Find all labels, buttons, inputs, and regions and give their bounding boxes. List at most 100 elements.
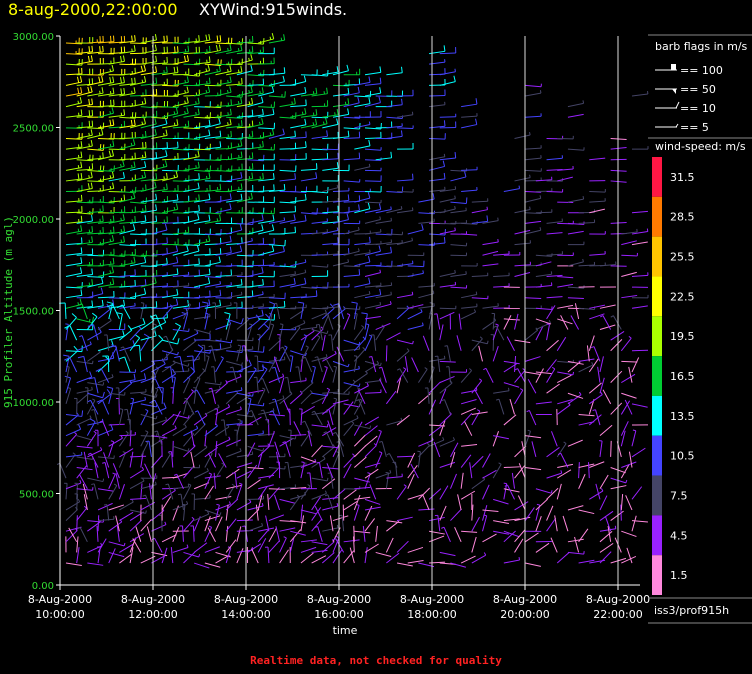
wind-barb-half-feather — [452, 437, 455, 441]
wind-barb-half-feather — [237, 344, 241, 347]
wind-barb-half-feather — [400, 417, 403, 421]
wind-barb — [279, 537, 287, 553]
wind-barb — [364, 360, 381, 367]
wind-barb-feather — [143, 373, 147, 380]
speed-legend-label: 19.5 — [670, 330, 695, 343]
wind-barb-half-feather — [241, 362, 243, 366]
wind-barb — [343, 116, 360, 119]
wind-barb — [76, 515, 78, 532]
wind-barb — [268, 306, 285, 309]
wind-barb — [170, 366, 174, 383]
wind-barb — [290, 146, 307, 150]
wind-barb — [204, 406, 220, 415]
wind-barb-half-feather — [421, 322, 424, 326]
wind-barb-half-feather — [100, 542, 103, 546]
wind-barb-feather — [314, 118, 318, 125]
wind-barb — [204, 382, 221, 386]
wind-barb — [226, 274, 243, 277]
wind-barb — [130, 233, 147, 236]
wind-barb — [525, 371, 542, 376]
wind-barb-half-feather — [351, 421, 355, 424]
wind-barb — [343, 463, 352, 479]
wind-barb — [321, 334, 326, 351]
wind-barb-feather — [304, 108, 307, 115]
wind-barb — [247, 159, 264, 162]
wind-barb — [300, 432, 311, 447]
wind-barb-feather — [177, 141, 179, 148]
speed-legend-bins: 31.528.525.522.519.516.513.510.57.54.51.… — [652, 157, 695, 595]
wind-barb — [546, 359, 557, 373]
wind-barb — [460, 454, 472, 468]
wind-barb — [631, 430, 637, 447]
wind-barb — [290, 199, 307, 203]
wind-barb — [172, 445, 189, 452]
wind-barb-feather — [241, 77, 243, 85]
wind-barb — [215, 49, 232, 55]
wind-barb — [204, 233, 221, 236]
wind-barb — [300, 515, 305, 532]
wind-barb-half-feather — [237, 101, 240, 105]
wind-barb — [311, 265, 328, 268]
wind-barb-half-feather — [259, 90, 261, 94]
wind-barb — [343, 339, 360, 346]
wind-barb — [353, 421, 363, 436]
wind-barb — [436, 313, 441, 330]
wind-barb — [556, 404, 571, 415]
wind-barb — [588, 358, 599, 373]
wind-barb-feather — [90, 86, 93, 93]
wind-barb — [268, 244, 285, 247]
wind-barb — [121, 304, 131, 320]
wind-barb — [567, 439, 583, 447]
wind-barb — [620, 504, 622, 521]
wind-barb — [364, 285, 381, 288]
wind-barb — [282, 346, 291, 362]
speed-legend-label: 25.5 — [670, 251, 695, 264]
wind-barb-feather — [112, 182, 115, 189]
wind-barb — [290, 92, 307, 97]
wind-barb-feather — [63, 354, 70, 357]
wind-barb — [620, 493, 624, 511]
wind-barb-feather — [207, 86, 211, 93]
wind-barb-half-feather — [177, 351, 179, 355]
wind-barb-half-feather — [248, 196, 251, 200]
wind-barb — [439, 311, 455, 320]
wind-barb — [332, 70, 349, 76]
wind-barb — [65, 178, 82, 182]
wind-barb-half-feather — [141, 466, 145, 470]
wind-barb — [215, 554, 230, 564]
wind-barb-half-feather — [427, 442, 430, 446]
wind-barb — [610, 147, 627, 150]
wind-barb-half-feather — [187, 415, 190, 419]
wind-barb — [86, 316, 98, 330]
wind-barb — [325, 357, 334, 373]
wind-barb-half-feather — [479, 378, 483, 382]
wind-barb — [97, 456, 115, 459]
wind-barb — [311, 496, 321, 511]
wind-barb — [492, 464, 502, 479]
barb-legend-label: == 100 — [680, 64, 723, 77]
wind-barb — [471, 209, 488, 214]
x-tick-time: 14:00:00 — [221, 608, 270, 621]
wind-barb — [498, 399, 505, 415]
wind-barb — [108, 437, 123, 447]
wind-barb-feather — [176, 66, 179, 73]
wind-barb-feather — [261, 365, 268, 370]
wind-barb — [236, 413, 253, 418]
wind-barb — [493, 390, 510, 394]
wind-barb-feather — [250, 86, 253, 93]
wind-barb — [211, 345, 216, 362]
wind-barb — [311, 74, 328, 77]
wind-barb-feather — [229, 193, 232, 200]
wind-barb-half-feather — [301, 111, 304, 115]
x-axis-label: time — [333, 624, 358, 637]
wind-barb — [247, 543, 262, 553]
wind-barb — [119, 274, 136, 277]
wind-barb-half-feather — [142, 494, 146, 497]
wind-barb-feather — [143, 64, 147, 71]
wind-barb-half-feather — [390, 291, 392, 295]
wind-barb-half-feather — [529, 131, 531, 136]
wind-barb — [364, 148, 382, 151]
wind-barb-feather — [337, 215, 339, 222]
wind-barb — [258, 296, 275, 299]
wind-barb — [354, 293, 371, 299]
